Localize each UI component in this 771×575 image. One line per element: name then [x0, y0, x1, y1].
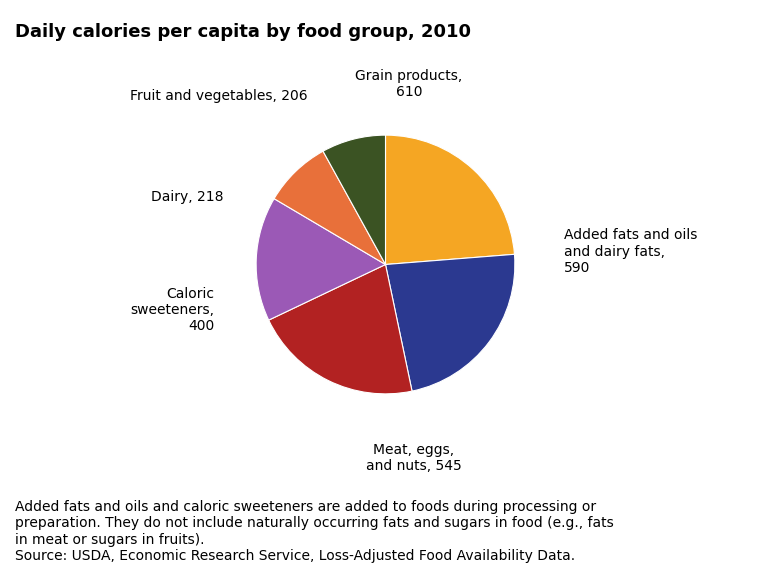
- Text: Grain products,
610: Grain products, 610: [355, 68, 463, 99]
- Text: Caloric
sweeteners,
400: Caloric sweeteners, 400: [131, 286, 215, 333]
- Text: Added fats and oils
and dairy fats,
590: Added fats and oils and dairy fats, 590: [564, 228, 698, 275]
- Text: Dairy, 218: Dairy, 218: [151, 190, 224, 204]
- Text: Meat, eggs,
and nuts, 545: Meat, eggs, and nuts, 545: [366, 443, 462, 473]
- Wedge shape: [386, 254, 515, 391]
- Wedge shape: [323, 135, 386, 264]
- Text: Fruit and vegetables, 206: Fruit and vegetables, 206: [130, 89, 308, 103]
- Wedge shape: [269, 264, 412, 394]
- Wedge shape: [386, 135, 514, 264]
- Wedge shape: [256, 199, 386, 320]
- Text: Daily calories per capita by food group, 2010: Daily calories per capita by food group,…: [15, 23, 471, 41]
- Text: Added fats and oils and caloric sweeteners are added to foods during processing : Added fats and oils and caloric sweetene…: [15, 500, 614, 563]
- Wedge shape: [274, 151, 386, 264]
